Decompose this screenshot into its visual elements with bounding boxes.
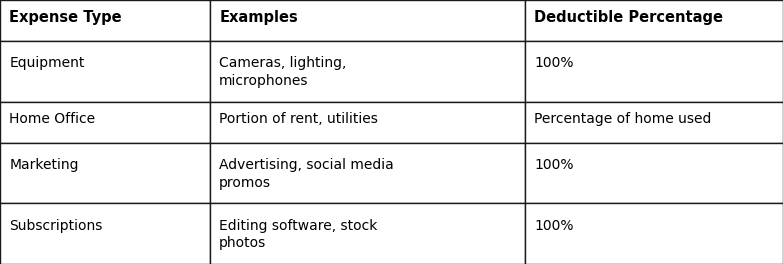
Bar [210, 204, 525, 264]
Bar [210, 0, 525, 41]
Bar [525, 41, 783, 102]
Bar [0, 0, 210, 41]
Bar [0, 204, 210, 264]
Text: Deductible Percentage: Deductible Percentage [534, 10, 723, 25]
Text: 100%: 100% [534, 158, 573, 172]
Text: Subscriptions: Subscriptions [9, 219, 103, 233]
Bar [210, 41, 525, 102]
Text: Editing software, stock
photos: Editing software, stock photos [219, 219, 377, 251]
Bar [210, 143, 525, 204]
Text: 100%: 100% [534, 219, 573, 233]
Text: Cameras, lighting,
microphones: Cameras, lighting, microphones [219, 56, 347, 88]
Bar [525, 0, 783, 41]
Bar [525, 143, 783, 204]
Text: Portion of rent, utilities: Portion of rent, utilities [219, 112, 378, 126]
Bar [525, 102, 783, 143]
Text: Examples: Examples [219, 10, 298, 25]
Bar [0, 41, 210, 102]
Text: Expense Type: Expense Type [9, 10, 122, 25]
Text: Percentage of home used: Percentage of home used [534, 112, 712, 126]
Text: Marketing: Marketing [9, 158, 79, 172]
Bar [210, 102, 525, 143]
Text: 100%: 100% [534, 56, 573, 70]
Bar [0, 143, 210, 204]
Text: Advertising, social media
promos: Advertising, social media promos [219, 158, 394, 190]
Bar [525, 204, 783, 264]
Text: Equipment: Equipment [9, 56, 85, 70]
Text: Home Office: Home Office [9, 112, 96, 126]
Bar [0, 102, 210, 143]
